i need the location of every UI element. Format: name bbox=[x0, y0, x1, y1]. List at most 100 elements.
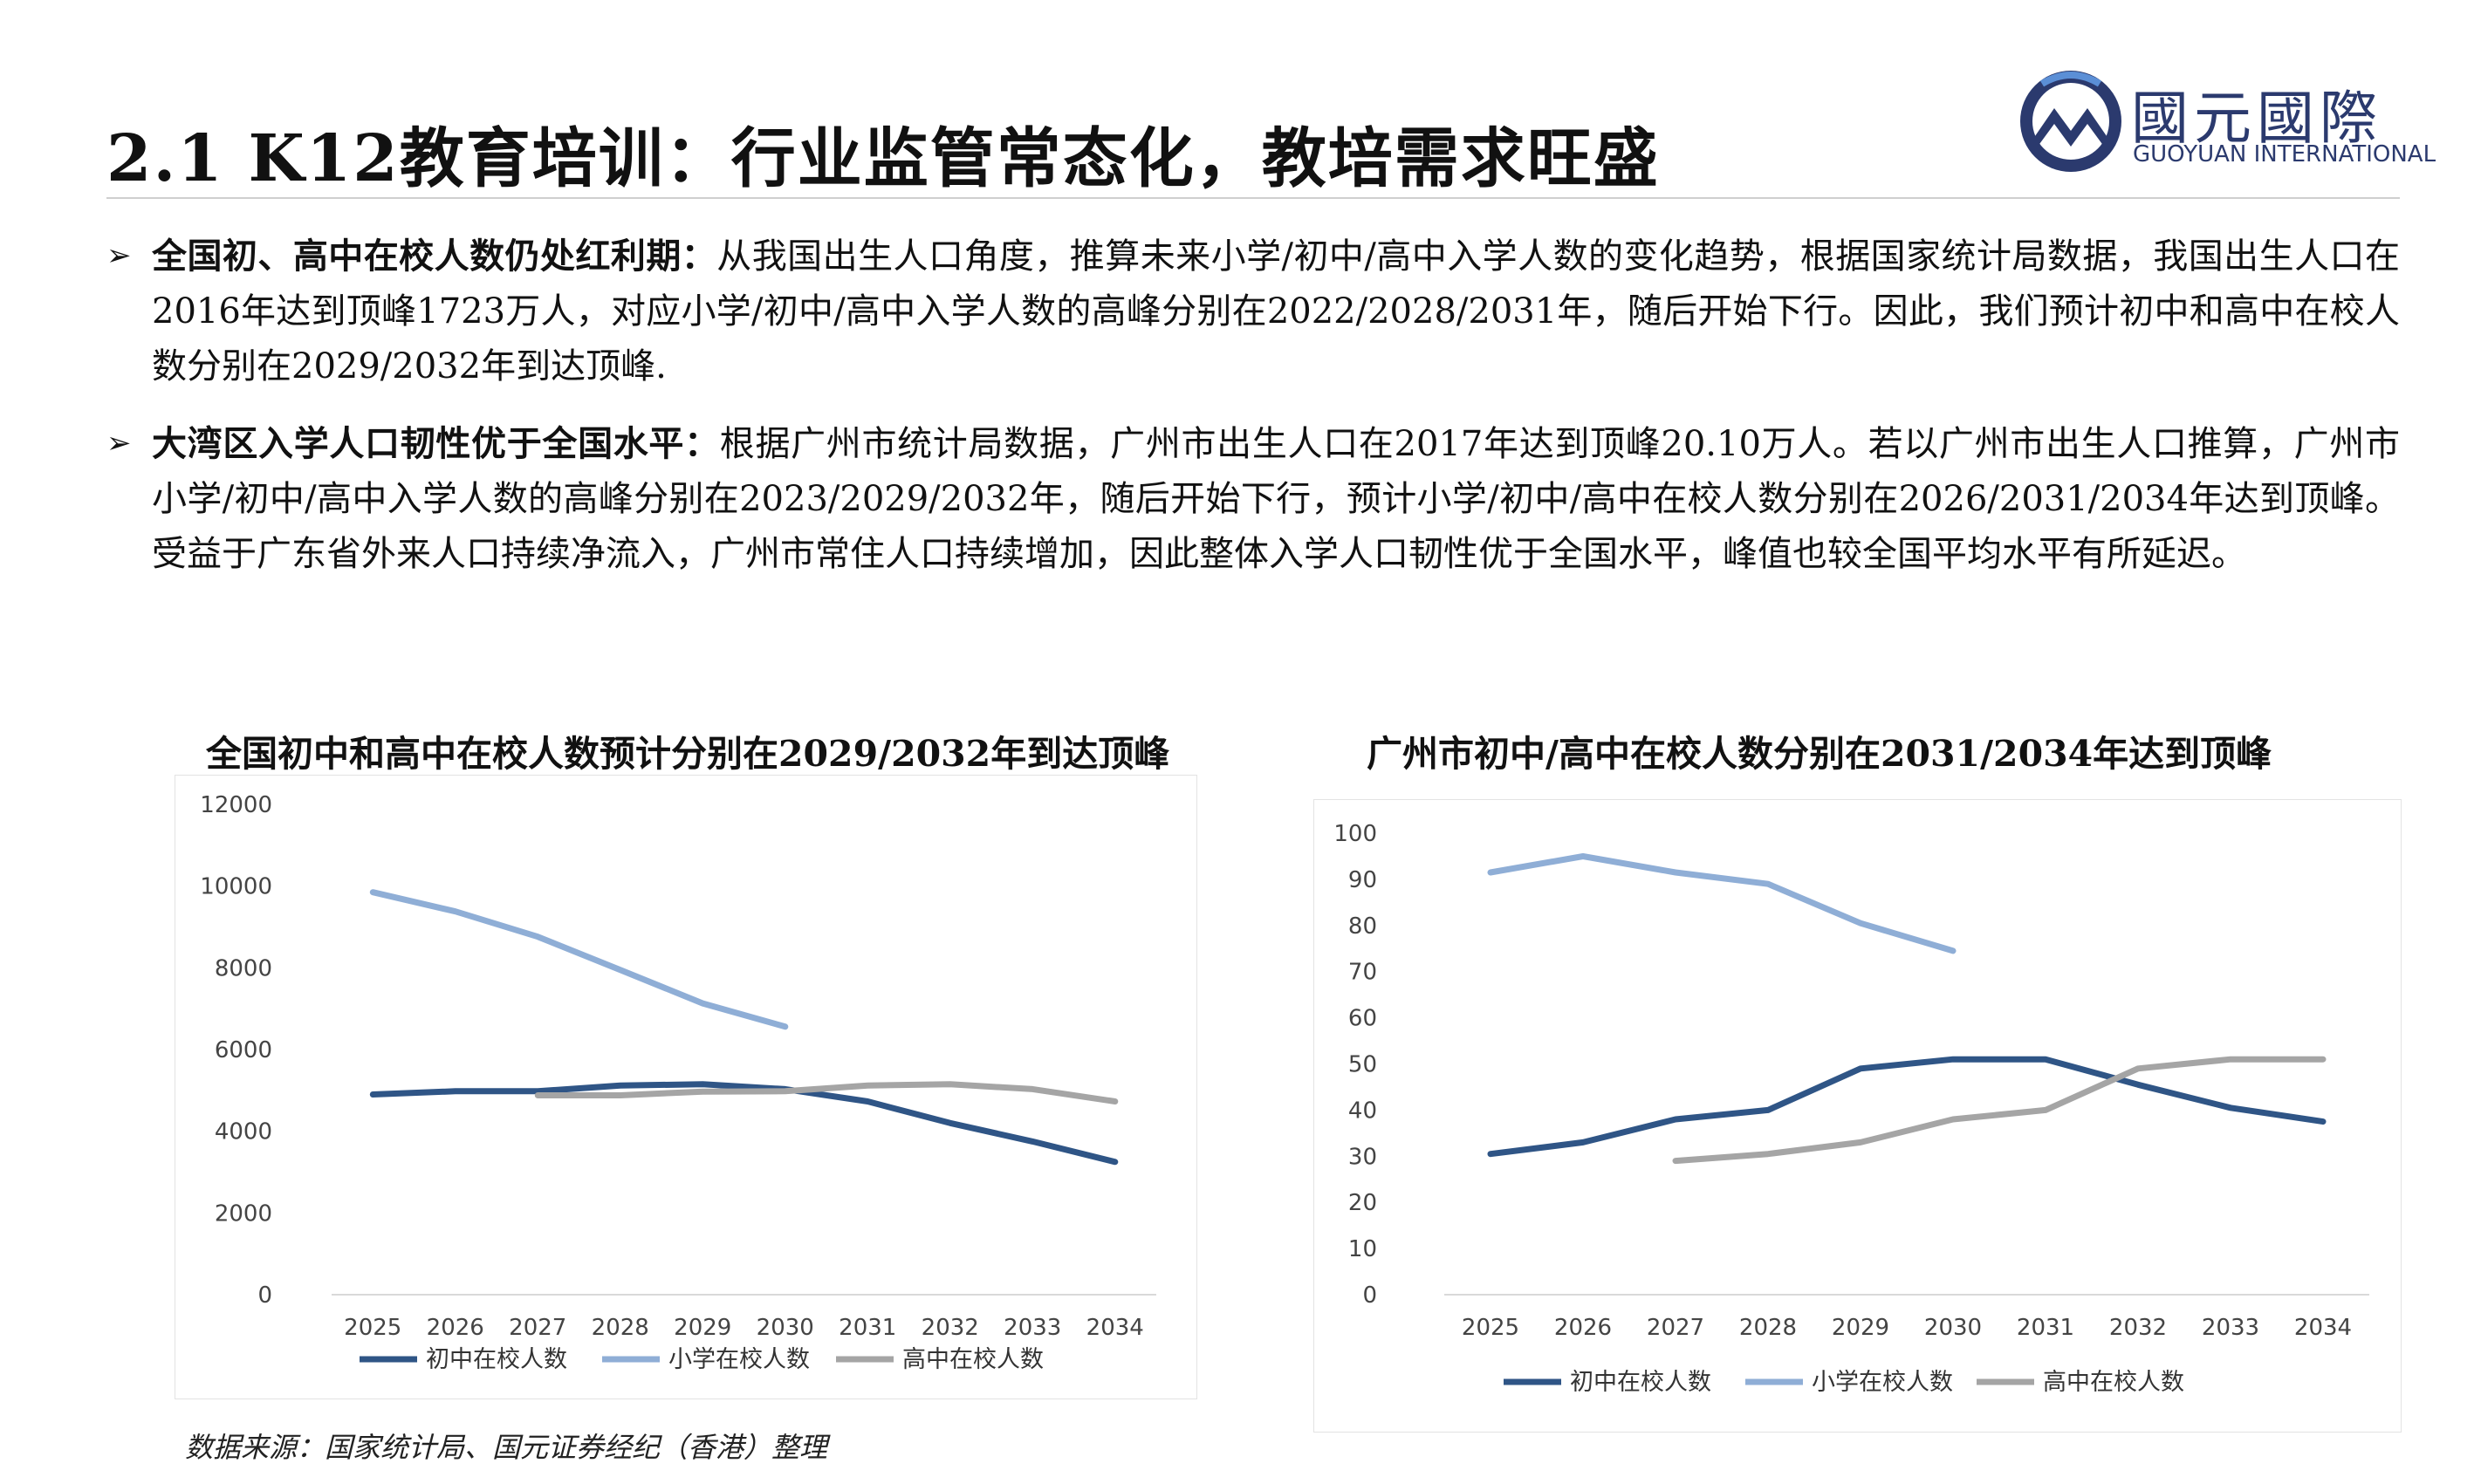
bullet-item: ➢ 全国初、高中在校人数仍处红利期：从我国出生人口角度，推算未来小学/初中/高中… bbox=[106, 229, 2400, 394]
data-point-2 bbox=[1674, 871, 1677, 874]
data-point-1 bbox=[2321, 1120, 2325, 1124]
y-tick-label: 20 bbox=[1348, 1190, 1377, 1216]
logo-mark-icon bbox=[2020, 71, 2121, 172]
data-point-1 bbox=[1489, 1152, 1492, 1156]
y-tick-label: 2000 bbox=[215, 1200, 272, 1227]
data-point-1 bbox=[1114, 1160, 1117, 1164]
y-tick-label: 90 bbox=[1348, 867, 1377, 893]
data-point-2 bbox=[1489, 871, 1492, 874]
company-logo: 國元國際 GUOYUAN INTERNATIONAL bbox=[2016, 66, 2436, 180]
data-point-3 bbox=[536, 1093, 539, 1097]
data-point-3 bbox=[2321, 1057, 2325, 1061]
y-tick-label: 8000 bbox=[215, 955, 272, 981]
page-title: 2.1 K12教育培训：行业监管常态化，教培需求旺盛 bbox=[106, 121, 1660, 196]
chart-frame-guangzhou bbox=[1313, 799, 2402, 1433]
x-tick-label: 2029 bbox=[674, 1315, 731, 1341]
data-point-3 bbox=[619, 1093, 622, 1097]
data-point-3 bbox=[1031, 1087, 1034, 1091]
x-tick-label: 2028 bbox=[592, 1315, 649, 1341]
series-line-2 bbox=[1487, 853, 1957, 954]
logo-chinese-name: 國元國際 bbox=[2131, 85, 2382, 152]
data-point-1 bbox=[701, 1083, 704, 1086]
data-source-note: 数据来源：国家统计局、国元证券经纪（香港）整理 bbox=[185, 1431, 828, 1464]
data-point-2 bbox=[536, 935, 539, 939]
data-point-1 bbox=[866, 1099, 869, 1103]
y-tick-label: 40 bbox=[1348, 1098, 1377, 1124]
legend-label-3: 高中在校人数 bbox=[902, 1346, 1044, 1373]
y-tick-label: 4000 bbox=[215, 1119, 272, 1145]
data-point-1 bbox=[619, 1084, 622, 1087]
legend-label-2: 小学在校人数 bbox=[1812, 1369, 1953, 1396]
data-point-2 bbox=[1859, 921, 1862, 925]
arrow-bullet-icon: ➢ bbox=[106, 426, 132, 461]
legend-label-2: 小学在校人数 bbox=[668, 1346, 810, 1373]
data-point-2 bbox=[371, 891, 374, 894]
chart-frame-national bbox=[175, 775, 1197, 1399]
series-line-1 bbox=[1487, 1056, 2327, 1158]
bullet-text: 根据广州市统计局数据，广州市出生人口在2017年达到顶峰20.10万人。若以广州… bbox=[152, 424, 2400, 574]
y-tick-label: 80 bbox=[1348, 913, 1377, 940]
y-tick-label: 12000 bbox=[200, 792, 272, 818]
bullet-lead: 大湾区入学人口韧性优于全国水平： bbox=[152, 423, 720, 464]
y-tick-label: 10000 bbox=[200, 874, 272, 900]
bullet-list: ➢ 全国初、高中在校人数仍处红利期：从我国出生人口角度，推算未来小学/初中/高中… bbox=[106, 229, 2400, 604]
y-tick-label: 100 bbox=[1333, 821, 1377, 847]
data-point-3 bbox=[866, 1084, 869, 1087]
x-tick-label: 2034 bbox=[2294, 1315, 2352, 1341]
data-point-1 bbox=[2229, 1106, 2232, 1110]
data-point-3 bbox=[2229, 1057, 2232, 1061]
data-point-1 bbox=[1031, 1139, 1034, 1143]
legend-label-1: 初中在校人数 bbox=[426, 1346, 567, 1373]
bullet-lead: 全国初、高中在校人数仍处红利期： bbox=[152, 236, 717, 277]
data-point-3 bbox=[949, 1083, 952, 1086]
bullet-item: ➢ 大湾区入学人口韧性优于全国水平：根据广州市统计局数据，广州市出生人口在201… bbox=[106, 416, 2400, 582]
data-point-2 bbox=[701, 1002, 704, 1005]
x-tick-label: 2032 bbox=[2109, 1315, 2167, 1341]
x-tick-label: 2032 bbox=[922, 1315, 979, 1341]
data-point-2 bbox=[1766, 882, 1770, 886]
logo-english-name: GUOYUAN INTERNATIONAL bbox=[2133, 141, 2436, 168]
data-point-1 bbox=[1581, 1140, 1585, 1144]
y-tick-label: 70 bbox=[1348, 960, 1377, 986]
data-point-3 bbox=[1114, 1099, 1117, 1103]
legend-label-3: 高中在校人数 bbox=[2043, 1369, 2184, 1396]
series-line-2 bbox=[369, 889, 789, 1030]
data-point-2 bbox=[784, 1025, 787, 1029]
x-tick-label: 2033 bbox=[2202, 1315, 2259, 1341]
arrow-bullet-icon: ➢ bbox=[106, 238, 132, 273]
x-tick-label: 2031 bbox=[839, 1315, 896, 1341]
series-line-3 bbox=[534, 1081, 1119, 1104]
series-line-1 bbox=[369, 1081, 1119, 1166]
data-point-3 bbox=[1859, 1140, 1862, 1144]
y-tick-label: 10 bbox=[1348, 1236, 1377, 1262]
data-point-3 bbox=[1766, 1152, 1770, 1156]
data-point-3 bbox=[1951, 1118, 1955, 1121]
series-line-3 bbox=[1672, 1056, 2327, 1165]
data-point-3 bbox=[2044, 1108, 2047, 1111]
data-point-1 bbox=[949, 1121, 952, 1125]
data-point-3 bbox=[2136, 1067, 2140, 1070]
x-tick-label: 2025 bbox=[1462, 1315, 1519, 1341]
data-point-2 bbox=[454, 910, 457, 913]
chart-title-guangzhou: 广州市初中/高中在校人数分别在2031/2034年达到顶峰 bbox=[1367, 733, 2272, 775]
x-tick-label: 2030 bbox=[757, 1315, 814, 1341]
data-point-1 bbox=[1674, 1118, 1677, 1121]
data-point-1 bbox=[1859, 1067, 1862, 1070]
y-tick-label: 50 bbox=[1348, 1052, 1377, 1078]
data-point-1 bbox=[536, 1090, 539, 1093]
data-point-2 bbox=[1951, 949, 1955, 953]
data-point-1 bbox=[371, 1093, 374, 1097]
x-tick-label: 2027 bbox=[1647, 1315, 1704, 1341]
x-tick-label: 2026 bbox=[427, 1315, 484, 1341]
x-tick-label: 2026 bbox=[1554, 1315, 1612, 1341]
data-point-1 bbox=[2044, 1057, 2047, 1061]
x-tick-label: 2030 bbox=[1924, 1315, 1982, 1341]
data-point-1 bbox=[1766, 1108, 1770, 1111]
y-tick-label: 60 bbox=[1348, 1006, 1377, 1032]
data-point-2 bbox=[1581, 854, 1585, 858]
data-point-3 bbox=[1674, 1159, 1677, 1163]
y-tick-label: 30 bbox=[1348, 1144, 1377, 1170]
y-tick-label: 0 bbox=[1362, 1282, 1377, 1309]
